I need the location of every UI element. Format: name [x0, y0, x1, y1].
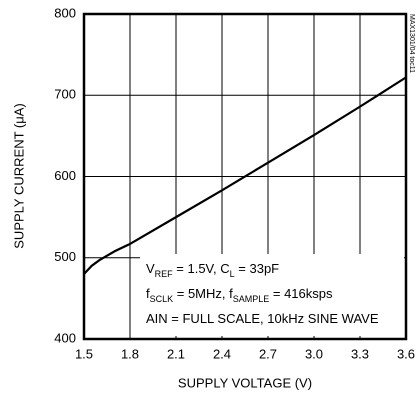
- annotation-part: = 416ksps: [269, 286, 333, 301]
- annotation-part: f: [146, 286, 150, 301]
- x-tick-label: 3.6: [397, 346, 415, 361]
- y-tick-label: 700: [54, 87, 76, 102]
- x-tick-label: 1.5: [75, 346, 93, 361]
- annotation-part: SCLK: [150, 294, 174, 304]
- x-tick-label: 2.1: [167, 346, 185, 361]
- annotation-box: [140, 254, 404, 336]
- x-tick-label: 3.3: [351, 346, 369, 361]
- y-tick-label: 500: [54, 249, 76, 264]
- annotation-part: AIN = FULL SCALE, 10kHz SINE WAVE: [146, 311, 379, 326]
- y-axis-label: SUPPLY CURRENT (μA): [11, 103, 26, 248]
- annotation-part: V: [146, 261, 155, 276]
- annotation: AIN = FULL SCALE, 10kHz SINE WAVE: [146, 311, 379, 326]
- annotation-part: = 1.5V, C: [173, 261, 230, 276]
- y-tick-label: 400: [54, 330, 76, 345]
- annotation-part: = 33pF: [235, 261, 280, 276]
- annotation-part: REF: [155, 269, 174, 279]
- x-tick-label: 3.0: [305, 346, 323, 361]
- x-tick-label: 2.4: [213, 346, 231, 361]
- annotation-part: L: [230, 269, 235, 279]
- y-tick-label: 600: [54, 168, 76, 183]
- annotation-part: SAMPLE: [233, 294, 270, 304]
- data-line: [83, 76, 407, 275]
- x-tick-label: 2.7: [259, 346, 277, 361]
- y-tick-label: 800: [54, 5, 76, 20]
- annotation-part: = 5MHz, f: [173, 286, 233, 301]
- x-tick-label: 1.8: [121, 346, 139, 361]
- annotation: VREF = 1.5V, CL = 33pF: [146, 261, 279, 279]
- annotation: fSCLK = 5MHz, fSAMPLE = 416ksps: [146, 286, 333, 304]
- figure-code: MAX1301/04 toc11: [408, 14, 415, 73]
- x-axis-label: SUPPLY VOLTAGE (V): [178, 375, 312, 390]
- plot-frame: [82, 12, 408, 341]
